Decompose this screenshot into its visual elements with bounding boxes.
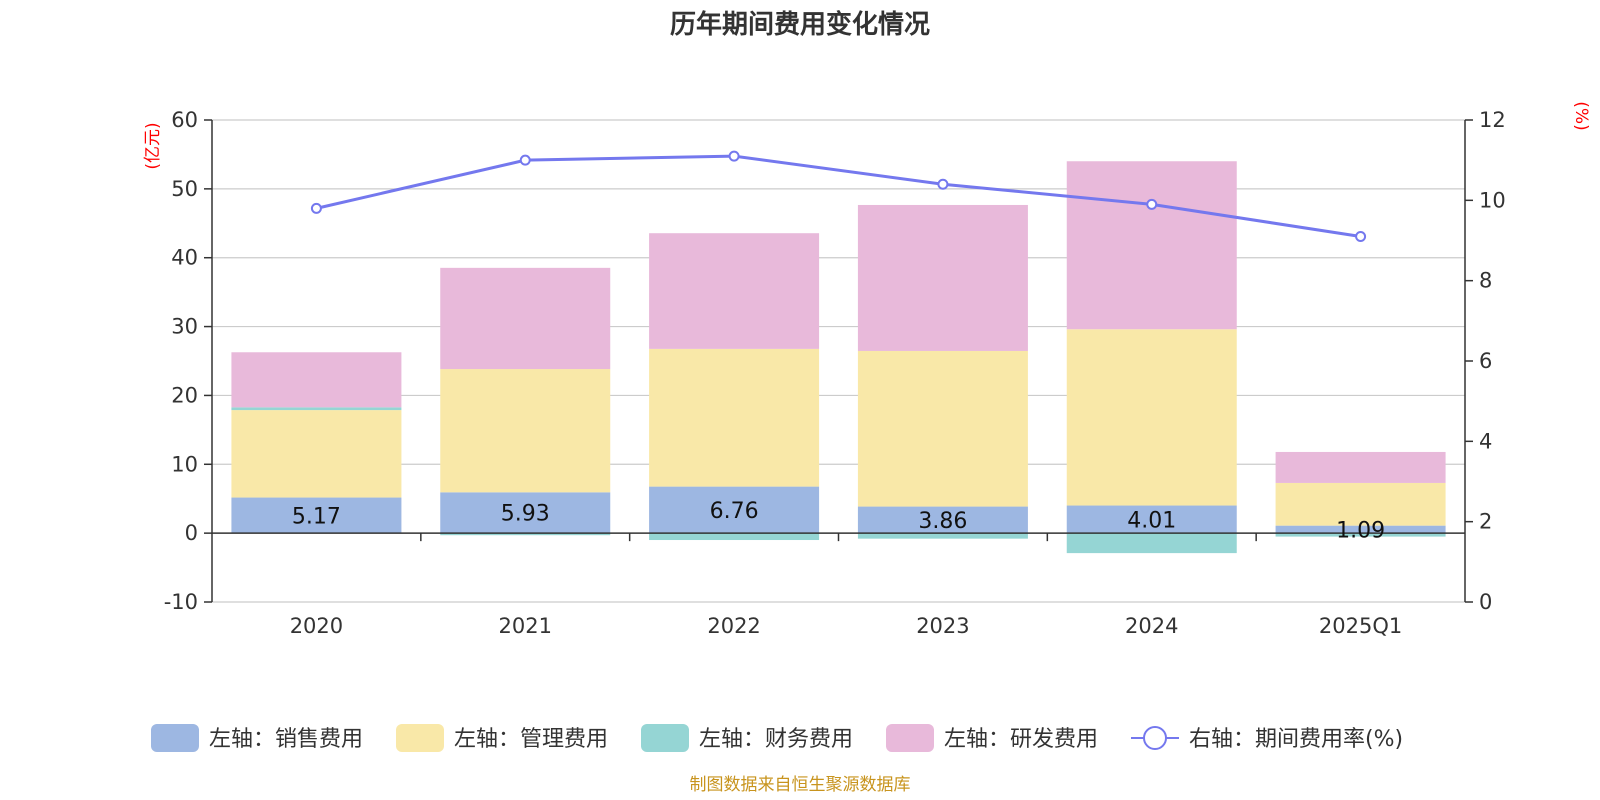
legend-circle-icon bbox=[1143, 726, 1167, 750]
legend-item: 右轴：期间费用率(%) bbox=[1131, 726, 1403, 752]
bar-segment bbox=[1066, 533, 1237, 554]
right-tick-label: 12 bbox=[1479, 108, 1506, 132]
legend-swatch bbox=[641, 724, 689, 752]
legend-item: 左轴：管理费用 bbox=[396, 724, 608, 752]
bar-segment bbox=[1275, 525, 1446, 534]
left-tick-label: 40 bbox=[171, 246, 198, 270]
axes: -10 0 10 20 30 40 50 60 0 2 4 6 8 10 12 2020 2021 2022 202… bbox=[143, 101, 1591, 638]
rate-point bbox=[937, 178, 949, 190]
legend: 左轴：销售费用 左轴：管理费用 左轴：财务费用 左轴：研发费用 右轴：期间费用率(%) bbox=[151, 724, 1403, 752]
sales-value-label: 5.93 bbox=[501, 502, 550, 527]
bar-segment bbox=[1275, 482, 1446, 526]
left-tick-label: -10 bbox=[164, 590, 198, 614]
bar-segment bbox=[649, 486, 820, 534]
right-tick-label: 10 bbox=[1479, 188, 1506, 212]
sales-value-label: 1.09 bbox=[1336, 518, 1385, 543]
x-tick-label: 2025Q1 bbox=[1319, 614, 1402, 638]
left-tick-label: 10 bbox=[171, 452, 198, 476]
right-tick-label: 0 bbox=[1479, 590, 1492, 614]
left-axis-unit: (亿元) bbox=[143, 122, 163, 169]
bar-segment bbox=[231, 352, 402, 408]
legend-label: 左轴：研发费用 bbox=[944, 727, 1098, 752]
bar-segment bbox=[1066, 329, 1237, 506]
left-tick-label: 30 bbox=[171, 315, 198, 339]
legend-swatch bbox=[151, 724, 199, 752]
bar-segment bbox=[231, 497, 402, 534]
bar-segment bbox=[1275, 533, 1446, 537]
bar-segment bbox=[440, 267, 611, 370]
source-note: 制图数据来自恒生聚源数据库 bbox=[690, 775, 911, 795]
x-tick-label: 2020 bbox=[290, 614, 343, 638]
data-labels: 5.17 5.93 6.76 3.86 4.01 1.09 bbox=[292, 499, 1385, 544]
x-tick-label: 2024 bbox=[1125, 614, 1178, 638]
bar-segment bbox=[649, 348, 820, 487]
sales-value-label: 6.76 bbox=[710, 499, 759, 524]
rate-line-path bbox=[316, 154, 1361, 238]
bar-segment bbox=[649, 233, 820, 349]
legend-item: 左轴：研发费用 bbox=[886, 724, 1098, 752]
x-tick-label: 2022 bbox=[707, 614, 760, 638]
bar-segment bbox=[649, 533, 820, 541]
left-tick-label: 60 bbox=[171, 108, 198, 132]
bar-segment bbox=[1066, 505, 1237, 534]
legend-label: 左轴：财务费用 bbox=[699, 727, 853, 752]
rate-line bbox=[310, 150, 1367, 242]
legend-item: 左轴：财务费用 bbox=[641, 724, 853, 752]
legend-label: 左轴：销售费用 bbox=[209, 727, 363, 752]
rate-point bbox=[519, 154, 531, 166]
bar-segment bbox=[857, 350, 1028, 507]
rate-point bbox=[1146, 198, 1158, 210]
bar-segment bbox=[440, 492, 611, 534]
bar-segment bbox=[231, 407, 402, 411]
right-tick-label: 8 bbox=[1479, 269, 1492, 293]
legend-swatch bbox=[396, 724, 444, 752]
right-axis-unit: (%) bbox=[1571, 101, 1591, 130]
legend-swatch bbox=[886, 724, 934, 752]
grid-lines bbox=[212, 119, 1465, 603]
rate-point bbox=[728, 150, 740, 162]
legend-item: 左轴：销售费用 bbox=[151, 724, 363, 752]
right-tick-label: 2 bbox=[1479, 510, 1492, 534]
bar-segment bbox=[857, 506, 1028, 534]
x-tick-label: 2023 bbox=[916, 614, 969, 638]
bars bbox=[231, 161, 1446, 554]
right-tick-label: 6 bbox=[1479, 349, 1492, 373]
bar-segment bbox=[857, 204, 1028, 351]
chart-title: 历年期间费用变化情况 bbox=[670, 9, 930, 40]
sales-value-label: 5.17 bbox=[292, 504, 341, 529]
left-tick-label: 20 bbox=[171, 383, 198, 407]
left-tick-label: 0 bbox=[185, 521, 198, 545]
right-tick-label: 4 bbox=[1479, 429, 1492, 453]
rate-point bbox=[310, 202, 322, 214]
bar-segment bbox=[440, 369, 611, 493]
bar-segment bbox=[1275, 451, 1446, 483]
bar-segment bbox=[440, 533, 611, 536]
left-tick-label: 50 bbox=[171, 177, 198, 201]
bar-segment bbox=[231, 410, 402, 498]
bar-segment bbox=[857, 533, 1028, 539]
sales-value-label: 4.01 bbox=[1127, 508, 1176, 533]
legend-label: 右轴：期间费用率(%) bbox=[1189, 727, 1403, 752]
bar-segment bbox=[1066, 161, 1237, 330]
x-tick-label: 2021 bbox=[499, 614, 552, 638]
rate-point bbox=[1355, 230, 1367, 242]
legend-label: 左轴：管理费用 bbox=[454, 727, 608, 752]
sales-value-label: 3.86 bbox=[918, 509, 967, 534]
